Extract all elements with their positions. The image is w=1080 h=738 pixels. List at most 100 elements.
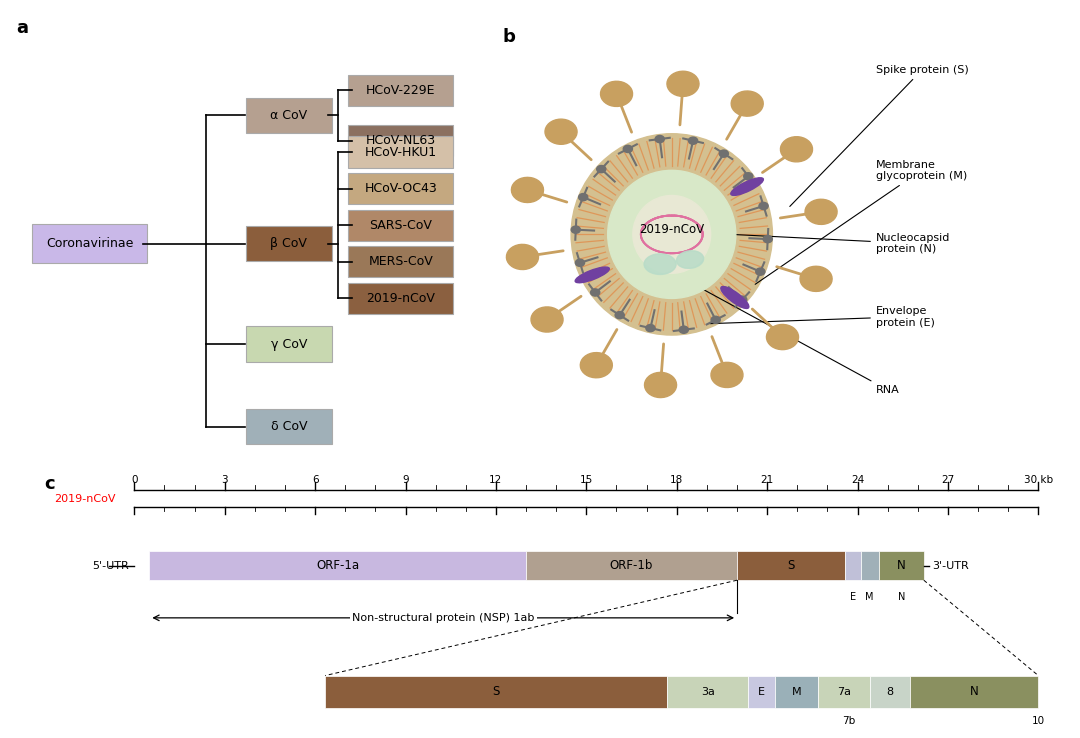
Text: 2019-nCoV: 2019-nCoV <box>54 494 116 503</box>
Ellipse shape <box>608 170 735 298</box>
FancyBboxPatch shape <box>246 97 332 134</box>
Text: M: M <box>792 687 801 697</box>
Text: N: N <box>970 686 978 698</box>
Ellipse shape <box>512 177 543 202</box>
Text: HCoV-HKU1: HCoV-HKU1 <box>365 145 436 159</box>
Text: 30 kb: 30 kb <box>1024 475 1053 485</box>
Text: 24: 24 <box>851 475 864 485</box>
Bar <box>325 675 667 708</box>
Text: M: M <box>865 592 874 601</box>
Text: b: b <box>502 29 515 46</box>
Text: E: E <box>850 592 856 601</box>
FancyBboxPatch shape <box>32 224 147 263</box>
Ellipse shape <box>781 137 812 162</box>
Text: Nucleocapsid
protein (N): Nucleocapsid protein (N) <box>734 232 950 255</box>
Text: 10: 10 <box>1031 716 1044 725</box>
Bar <box>748 675 775 708</box>
Text: α CoV: α CoV <box>270 109 308 122</box>
Text: Membrane
glycoprotein (M): Membrane glycoprotein (M) <box>755 159 967 284</box>
Ellipse shape <box>644 254 676 275</box>
Bar <box>667 675 748 708</box>
Text: 5'-UTR: 5'-UTR <box>93 561 130 570</box>
FancyBboxPatch shape <box>246 226 332 261</box>
Bar <box>861 551 879 580</box>
FancyBboxPatch shape <box>348 75 454 106</box>
FancyBboxPatch shape <box>348 283 454 314</box>
Circle shape <box>756 268 765 275</box>
Text: 9: 9 <box>402 475 409 485</box>
Text: β CoV: β CoV <box>270 237 308 250</box>
Text: ORF-1a: ORF-1a <box>316 559 360 572</box>
Text: 7b: 7b <box>842 716 855 725</box>
Circle shape <box>738 296 747 303</box>
Text: S: S <box>787 559 795 572</box>
Bar <box>870 675 910 708</box>
FancyBboxPatch shape <box>348 137 454 168</box>
Ellipse shape <box>633 196 711 273</box>
Text: SARS-CoV: SARS-CoV <box>369 218 432 232</box>
Text: 8: 8 <box>887 687 893 697</box>
FancyBboxPatch shape <box>348 173 454 204</box>
Circle shape <box>596 165 606 173</box>
Ellipse shape <box>645 373 676 398</box>
Circle shape <box>571 226 580 233</box>
Bar <box>846 551 861 580</box>
Text: 18: 18 <box>670 475 684 485</box>
FancyBboxPatch shape <box>348 246 454 277</box>
Circle shape <box>591 289 599 296</box>
Circle shape <box>759 202 768 210</box>
Ellipse shape <box>731 178 764 196</box>
Bar <box>818 675 870 708</box>
Text: 3: 3 <box>221 475 228 485</box>
Ellipse shape <box>767 325 798 350</box>
Ellipse shape <box>800 266 832 292</box>
Bar <box>775 675 818 708</box>
Ellipse shape <box>600 81 633 106</box>
Text: 12: 12 <box>489 475 502 485</box>
Text: Non-structural protein (NSP) 1ab: Non-structural protein (NSP) 1ab <box>352 613 535 623</box>
Text: Spike protein (S): Spike protein (S) <box>789 65 969 207</box>
Text: S: S <box>492 686 500 698</box>
Bar <box>879 551 923 580</box>
Circle shape <box>656 136 664 142</box>
Text: 2019-nCoV: 2019-nCoV <box>366 292 435 305</box>
Text: γ CoV: γ CoV <box>271 338 307 351</box>
Ellipse shape <box>545 119 577 145</box>
Ellipse shape <box>507 244 539 269</box>
Circle shape <box>616 311 624 319</box>
FancyBboxPatch shape <box>348 125 454 156</box>
Circle shape <box>579 193 588 201</box>
Text: 3a: 3a <box>701 687 715 697</box>
Text: 0: 0 <box>131 475 137 485</box>
Text: 15: 15 <box>580 475 593 485</box>
Ellipse shape <box>676 251 704 269</box>
Circle shape <box>764 235 772 243</box>
Text: 2019-nCoV: 2019-nCoV <box>639 224 704 236</box>
Text: 21: 21 <box>760 475 773 485</box>
Circle shape <box>711 317 720 323</box>
FancyBboxPatch shape <box>246 409 332 444</box>
Ellipse shape <box>580 353 612 378</box>
Ellipse shape <box>576 267 609 283</box>
Ellipse shape <box>805 199 837 224</box>
Circle shape <box>744 173 753 180</box>
Bar <box>737 551 846 580</box>
Text: HCoV-NL63: HCoV-NL63 <box>366 134 435 147</box>
Circle shape <box>679 326 688 334</box>
Text: a: a <box>17 19 29 38</box>
Text: N: N <box>897 592 905 601</box>
Ellipse shape <box>711 362 743 387</box>
Bar <box>149 551 526 580</box>
Ellipse shape <box>720 286 748 308</box>
Text: MERS-CoV: MERS-CoV <box>368 255 433 269</box>
FancyBboxPatch shape <box>348 210 454 241</box>
Circle shape <box>646 325 656 331</box>
Text: Envelope
protein (E): Envelope protein (E) <box>710 306 935 328</box>
Ellipse shape <box>531 307 563 332</box>
Text: 7a: 7a <box>837 687 851 697</box>
Text: ORF-1b: ORF-1b <box>610 559 653 572</box>
Text: Coronavirinae: Coronavirinae <box>46 237 133 250</box>
Bar <box>910 675 1038 708</box>
Bar <box>526 551 737 580</box>
Text: E: E <box>758 687 765 697</box>
